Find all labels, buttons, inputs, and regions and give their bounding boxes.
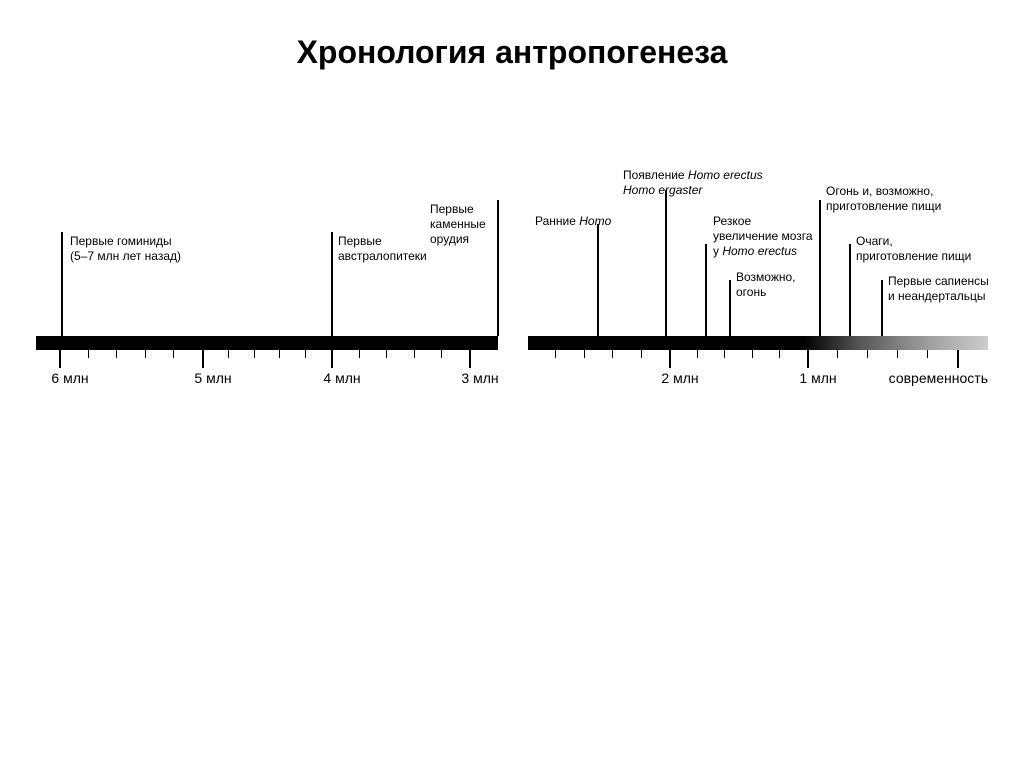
event-label: Очаги,приготовление пищи xyxy=(856,234,971,264)
event-label: Первые гоминиды(5–7 млн лет назад) xyxy=(70,234,181,264)
left-major-tick xyxy=(331,350,333,368)
left-minor-tick xyxy=(386,350,387,358)
right-minor-tick xyxy=(555,350,556,358)
left-minor-tick xyxy=(88,350,89,358)
right-axis-label: 1 млн xyxy=(778,370,858,386)
right-minor-tick xyxy=(837,350,838,358)
right-minor-tick xyxy=(752,350,753,358)
event-marker xyxy=(705,244,707,336)
event-marker xyxy=(665,190,667,336)
left-minor-tick xyxy=(173,350,174,358)
right-minor-tick xyxy=(584,350,585,358)
event-label: Первые сапиенсыи неандертальцы xyxy=(888,274,989,304)
right-minor-tick xyxy=(779,350,780,358)
event-marker xyxy=(597,224,599,336)
right-minor-tick xyxy=(612,350,613,358)
right-minor-tick xyxy=(697,350,698,358)
timeline-canvas: Хронология антропогенеза 6 млн 5 млн 4 млн… xyxy=(0,0,1024,768)
right-major-tick xyxy=(669,350,671,368)
right-minor-tick xyxy=(724,350,725,358)
event-label: Первыекаменныеорудия xyxy=(430,202,486,247)
left-axis-label: 5 млн xyxy=(173,370,253,386)
left-minor-tick xyxy=(228,350,229,358)
event-marker xyxy=(497,200,499,336)
event-label: Огонь и, возможно,приготовление пищи xyxy=(826,184,941,214)
event-marker xyxy=(881,280,883,336)
left-axis-label: 4 млн xyxy=(302,370,382,386)
left-minor-tick xyxy=(305,350,306,358)
left-minor-tick xyxy=(279,350,280,358)
page-title: Хронология антропогенеза xyxy=(0,34,1024,71)
axis-right-bar xyxy=(528,336,988,350)
right-axis-label: современность xyxy=(889,370,988,386)
event-label: Первыеавстралопитеки xyxy=(338,234,427,264)
axis-left-bar xyxy=(36,336,498,350)
left-major-tick xyxy=(59,350,61,368)
right-major-tick xyxy=(807,350,809,368)
right-minor-tick xyxy=(641,350,642,358)
left-minor-tick xyxy=(414,350,415,358)
event-label: Ранние Homo xyxy=(535,214,611,229)
left-minor-tick xyxy=(254,350,255,358)
right-axis-label: 2 млн xyxy=(640,370,720,386)
right-major-tick xyxy=(957,350,959,368)
left-major-tick xyxy=(202,350,204,368)
event-marker xyxy=(729,280,731,336)
event-label: Появление Homo erectusHomo ergaster xyxy=(623,168,763,198)
left-minor-tick xyxy=(116,350,117,358)
left-axis-label: 3 млн xyxy=(440,370,520,386)
event-label: Резкоеувеличение мозгау Homo erectus xyxy=(713,214,813,259)
left-major-tick xyxy=(469,350,471,368)
left-axis-label: 6 млн xyxy=(30,370,110,386)
left-minor-tick xyxy=(441,350,442,358)
event-marker xyxy=(61,232,63,336)
right-minor-tick xyxy=(897,350,898,358)
event-marker xyxy=(331,232,333,336)
event-marker xyxy=(849,244,851,336)
event-label: Возможно,огонь xyxy=(736,270,796,300)
left-minor-tick xyxy=(145,350,146,358)
right-minor-tick xyxy=(867,350,868,358)
right-minor-tick xyxy=(927,350,928,358)
event-marker xyxy=(819,200,821,336)
left-minor-tick xyxy=(359,350,360,358)
